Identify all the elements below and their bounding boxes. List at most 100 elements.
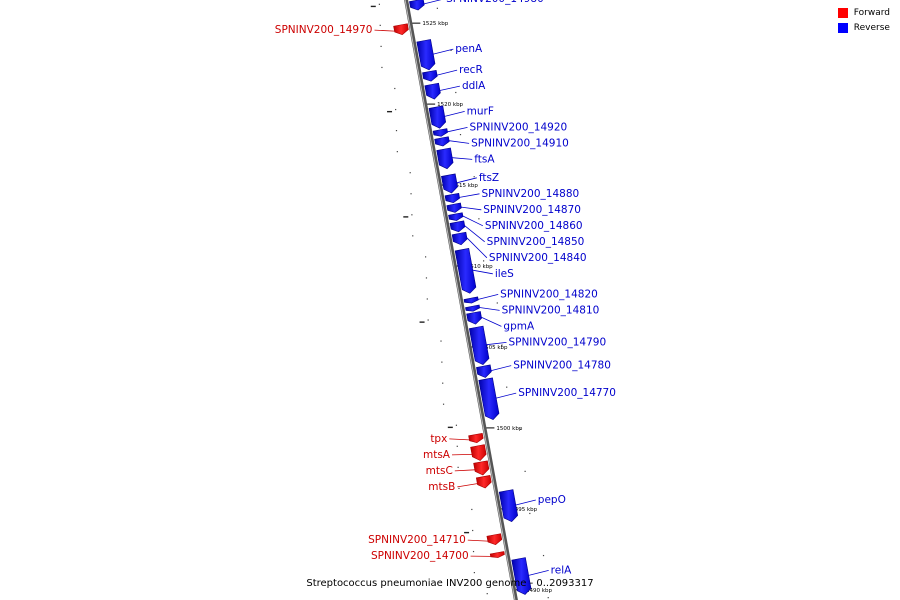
gene-relA[interactable]	[511, 557, 532, 595]
gene-label[interactable]: gpmA	[503, 320, 535, 332]
gene-arrow[interactable]	[436, 147, 454, 170]
gene-arrow[interactable]	[409, 0, 425, 11]
gene-arrow[interactable]	[393, 23, 409, 36]
gene-mtsB[interactable]	[475, 475, 492, 489]
gene-arrow[interactable]	[473, 460, 490, 476]
gene-label[interactable]: SPNINV200_14770	[518, 387, 616, 399]
gene-mtsC[interactable]	[473, 460, 490, 476]
gene-label[interactable]: murF	[467, 105, 494, 117]
gene-label[interactable]: SPNINV200_14840	[489, 252, 587, 264]
gene-recR[interactable]	[422, 69, 438, 82]
gene-SPNINV200_14840[interactable]	[451, 231, 468, 246]
gene-tpx[interactable]	[468, 432, 484, 444]
legend-reverse[interactable]: Reverse	[837, 23, 890, 33]
gene-SPNINV200_14810[interactable]	[465, 304, 481, 312]
gene-SPNINV200_14700[interactable]	[489, 551, 505, 558]
gene-arrow[interactable]	[424, 82, 441, 100]
gene-gpmA[interactable]	[466, 311, 482, 325]
gene-arrow[interactable]	[489, 551, 505, 558]
gene-label[interactable]: SPNINV200_14970	[275, 24, 373, 36]
gene-arrow[interactable]	[422, 69, 438, 82]
gene-label[interactable]: mtsC	[426, 465, 453, 477]
gene-leader-line	[467, 539, 488, 542]
gene-arrow[interactable]	[486, 533, 503, 546]
gene-label[interactable]: SPNINV200_14860	[485, 220, 583, 232]
gene-label[interactable]: tpx	[430, 433, 447, 445]
gene-label[interactable]: SPNINV200_14710	[368, 534, 466, 546]
gene-SPNINV200_14770[interactable]	[478, 377, 500, 420]
gene-label[interactable]: SPNINV200_14870	[483, 204, 581, 216]
gene-leader-line	[452, 157, 473, 160]
gene-label[interactable]: SPNINV200_14700	[371, 550, 469, 562]
gene-pepO[interactable]	[498, 489, 519, 522]
gene-SPNINV200_14980[interactable]	[409, 0, 425, 11]
dot-marker	[455, 91, 457, 94]
gene-label[interactable]: SPNINV200_14790	[508, 336, 606, 348]
gene-arrow[interactable]	[446, 202, 462, 213]
gene-label[interactable]: relA	[551, 564, 572, 576]
gene-arrow[interactable]	[476, 364, 492, 378]
gene-label[interactable]: SPNINV200_14820	[500, 288, 598, 300]
gene-SPNINV200_14860[interactable]	[448, 212, 464, 221]
gene-arrow[interactable]	[511, 557, 532, 595]
gene-arrow[interactable]	[441, 173, 458, 194]
gene-arrow[interactable]	[454, 248, 477, 294]
legend-forward[interactable]: Forward	[837, 8, 890, 18]
gene-label[interactable]: SPNINV200_14980	[446, 0, 544, 5]
gene-arrow[interactable]	[468, 432, 484, 444]
gene-arrow[interactable]	[444, 192, 460, 204]
gene-SPNINV200_14970[interactable]	[393, 23, 409, 36]
gene-arrow[interactable]	[468, 325, 490, 365]
gene-label[interactable]: ftsZ	[479, 172, 499, 184]
gene-arrow[interactable]	[466, 311, 482, 325]
gene-arrow[interactable]	[470, 444, 487, 461]
gene-arrow[interactable]	[465, 304, 481, 312]
gene-label[interactable]: ftsA	[474, 153, 495, 165]
gene-arrow[interactable]	[498, 489, 519, 522]
gene-label[interactable]: ileS	[495, 268, 514, 280]
gene-SPNINV200_14820[interactable]	[463, 296, 479, 304]
gene-ftsA[interactable]	[436, 147, 454, 170]
gene-murF[interactable]	[428, 105, 447, 129]
gene-ftsZ[interactable]	[441, 173, 458, 194]
gene-arrow[interactable]	[451, 231, 468, 246]
dot-marker	[387, 110, 393, 113]
gene-ileS[interactable]	[454, 248, 477, 294]
gene-label[interactable]: SPNINV200_14810	[502, 304, 600, 316]
gene-SPNINV200_14780[interactable]	[476, 364, 492, 378]
gene-leader-line	[486, 342, 507, 346]
gene-label[interactable]: SPNINV200_14920	[470, 121, 568, 133]
gene-arrow[interactable]	[475, 475, 492, 489]
gene-SPNINV200_14710[interactable]	[486, 533, 503, 546]
gene-SPNINV200_14920[interactable]	[432, 128, 448, 137]
gene-arrow[interactable]	[432, 128, 448, 137]
gene-ddlA[interactable]	[424, 82, 441, 100]
gene-label[interactable]: mtsB	[428, 481, 455, 493]
gene-label[interactable]: recR	[459, 64, 483, 76]
gene-penA[interactable]	[416, 39, 436, 71]
gene-label[interactable]: SPNINV200_14850	[487, 236, 585, 248]
gene-label[interactable]: mtsA	[423, 449, 451, 461]
gene-label[interactable]: SPNINV200_14780	[513, 360, 611, 372]
gene-label[interactable]: SPNINV200_14910	[471, 137, 569, 149]
gene-SPNINV200_14910[interactable]	[434, 136, 450, 147]
gene-arrow[interactable]	[428, 105, 447, 129]
gene-SPNINV200_14870[interactable]	[446, 202, 462, 213]
gene-arrow[interactable]	[448, 212, 464, 221]
dot-marker	[464, 531, 470, 534]
gene-arrow[interactable]	[434, 136, 450, 147]
gene-arrow[interactable]	[463, 296, 479, 304]
dot-marker	[450, 49, 452, 52]
gene-label[interactable]: penA	[455, 43, 483, 55]
gene-arrow[interactable]	[449, 220, 466, 233]
gene-label[interactable]: ddlA	[462, 80, 486, 92]
gene-SPNINV200_14850[interactable]	[449, 220, 466, 233]
gene-arrow[interactable]	[416, 39, 436, 71]
gene-label[interactable]: pepO	[538, 494, 566, 506]
dot-marker	[370, 5, 376, 8]
gene-mtsA[interactable]	[470, 444, 487, 461]
gene-SPNINV200_14880[interactable]	[444, 192, 460, 204]
gene-SPNINV200_14790[interactable]	[468, 325, 490, 365]
gene-arrow[interactable]	[478, 377, 500, 420]
gene-label[interactable]: SPNINV200_14880	[482, 188, 580, 200]
